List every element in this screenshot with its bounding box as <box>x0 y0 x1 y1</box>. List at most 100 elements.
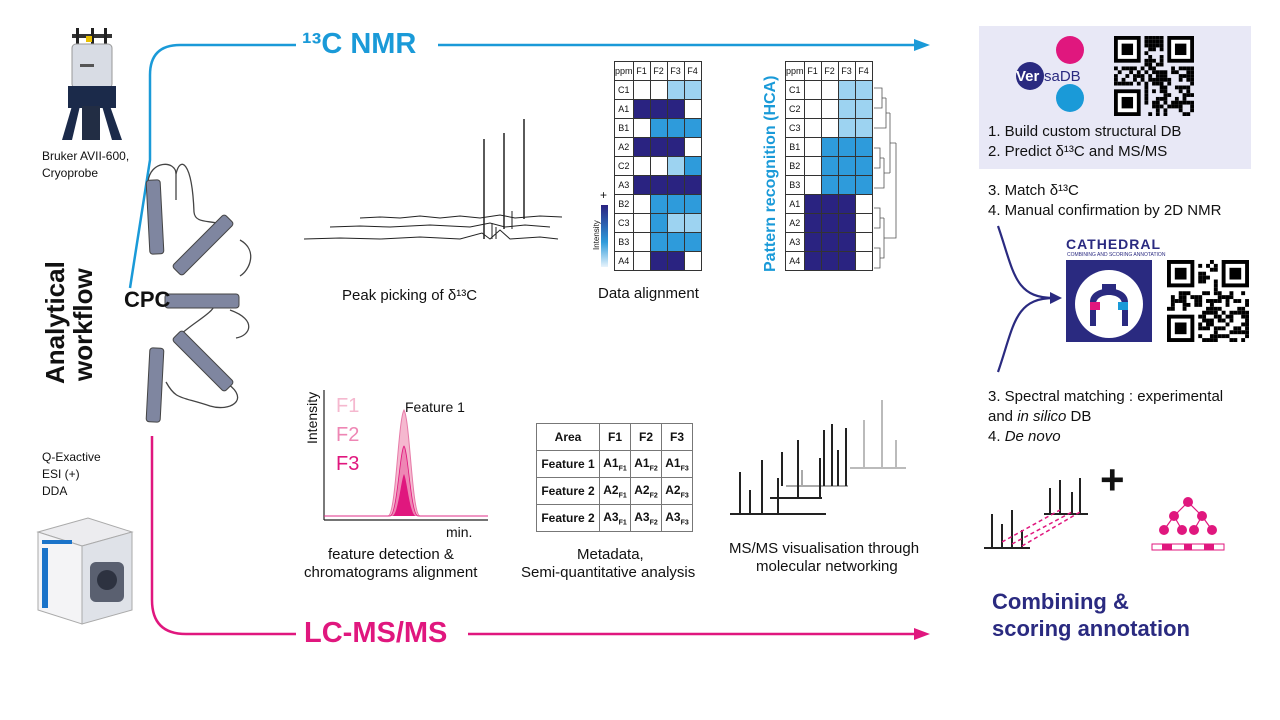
grid-cell <box>803 118 822 138</box>
area-header-cell: F3 <box>661 423 693 451</box>
chromatogram-plot <box>323 390 488 521</box>
peak-f3 <box>324 474 488 516</box>
step-de-novo: 4. De novo <box>988 427 1061 447</box>
combining-label-line2: scoring annotation <box>992 616 1190 641</box>
area-header-row: Area F1 F2 F3 <box>536 423 693 451</box>
grid-cell <box>666 156 685 176</box>
grid-cell <box>854 251 873 271</box>
de-novo-tree-icon <box>1151 497 1225 551</box>
grid-header-cell: F3 <box>666 61 685 81</box>
grid-cell <box>820 99 839 119</box>
grid-cell <box>803 213 822 233</box>
ms-flow-line <box>150 436 296 636</box>
grid-row-label: C3 <box>614 213 634 233</box>
step-de-novo-italic: De novo <box>1004 428 1061 445</box>
grid-cell <box>803 175 822 195</box>
grid-row: C1 <box>614 80 702 100</box>
grid-cell <box>649 118 668 138</box>
grid-cell <box>820 118 839 138</box>
ms-instrument-line3: DDA <box>42 484 68 498</box>
area-row-label: Feature 2 <box>536 477 600 505</box>
grid-cell <box>683 251 702 271</box>
ms-instrument-line1: Q-Exactive <box>42 450 101 464</box>
grid-row: A1 <box>614 99 702 119</box>
grid-cell <box>683 118 702 138</box>
grid-cell <box>632 194 651 214</box>
grid-cell <box>803 80 822 100</box>
data-alignment-caption: Data alignment <box>598 285 699 302</box>
area-cell: A1F2 <box>630 450 662 478</box>
grid-cell <box>820 80 839 100</box>
grid-cell <box>649 137 668 157</box>
nmr-arrow-head <box>914 39 930 51</box>
area-header-cell: Area <box>536 423 600 451</box>
grid-cell <box>837 137 856 157</box>
grid-row-label: C1 <box>785 80 805 100</box>
grid-header-row: ppm F1 F2 F3 F4 <box>785 61 873 81</box>
grid-row: A2 <box>785 213 873 233</box>
grid-cell <box>854 80 873 100</box>
area-cell: A1F3 <box>661 450 693 478</box>
grid-header-cell: ppm <box>614 61 634 81</box>
area-cell: A2F2 <box>630 477 662 505</box>
area-cell: A2F1 <box>599 477 631 505</box>
grid-header-cell: F3 <box>837 61 856 81</box>
grid-row: C2 <box>614 156 702 176</box>
ms-arrow-head <box>914 628 930 640</box>
step-in-silico-suffix: DB <box>1066 408 1092 425</box>
qr-code-icon-versadb <box>1114 36 1194 116</box>
combine-plus: + <box>1100 456 1125 503</box>
grid-row-label: C1 <box>614 80 634 100</box>
grid-row: B3 <box>614 232 702 252</box>
grid-cell <box>666 251 685 271</box>
nmr-title: ¹³C NMR <box>302 28 417 60</box>
versadb-logo <box>1016 36 1084 112</box>
grid-row: A3 <box>614 175 702 195</box>
grid-row-label: B3 <box>785 175 805 195</box>
area-cell: A3F2 <box>630 504 662 532</box>
grid-cell <box>837 194 856 214</box>
area-row-label: Feature 1 <box>536 450 600 478</box>
step-confirmation: 4. Manual confirmation by 2D NMR <box>988 202 1222 219</box>
grid-cell <box>683 156 702 176</box>
area-row: Feature 2 A3F1 A3F2 A3F3 <box>536 504 693 532</box>
grid-row: B1 <box>785 137 873 157</box>
grid-cell <box>666 232 685 252</box>
grid-cell <box>803 232 822 252</box>
grid-cell <box>632 232 651 252</box>
grid-row-label: B1 <box>785 137 805 157</box>
nmr-spectrum <box>303 119 563 240</box>
grid-row-label: B3 <box>614 232 634 252</box>
grid-cell <box>666 213 685 233</box>
grid-cell <box>820 156 839 176</box>
grid-row: C3 <box>785 118 873 138</box>
grid-row-label: A3 <box>614 175 634 195</box>
grid-cell <box>854 175 873 195</box>
grid-row: A1 <box>785 194 873 214</box>
grid-row: B2 <box>785 156 873 176</box>
grid-cell <box>837 156 856 176</box>
area-row: Feature 2 A2F1 A2F2 A2F3 <box>536 477 693 505</box>
grid-cell <box>803 156 822 176</box>
intensity-scale-label: Intensity <box>592 220 601 250</box>
grid-cell <box>820 232 839 252</box>
msms-network-spectra <box>730 400 906 515</box>
grid-cell <box>632 118 651 138</box>
mass-spectrometer-icon <box>36 517 134 625</box>
chrom-legend-f1: F1 <box>336 395 360 417</box>
feature-detection-caption-1: feature detection & <box>328 546 454 563</box>
grid-cell <box>683 80 702 100</box>
area-cell: A3F1 <box>599 504 631 532</box>
grid-cell <box>632 175 651 195</box>
area-cell: A2F3 <box>661 477 693 505</box>
grid-row-label: B2 <box>785 156 805 176</box>
grid-row: C1 <box>785 80 873 100</box>
versadb-sadb: saDB <box>1044 68 1081 85</box>
grid-cell <box>632 99 651 119</box>
grid-cell <box>837 251 856 271</box>
chrom-feature-label: Feature 1 <box>405 399 465 415</box>
step-build-db: 1. Build custom structural DB <box>988 123 1182 140</box>
grid-header-cell: F2 <box>820 61 839 81</box>
step-predict: 2. Predict δ¹³C and MS/MS <box>988 143 1168 160</box>
lcms-title: LC-MS/MS <box>304 617 448 649</box>
